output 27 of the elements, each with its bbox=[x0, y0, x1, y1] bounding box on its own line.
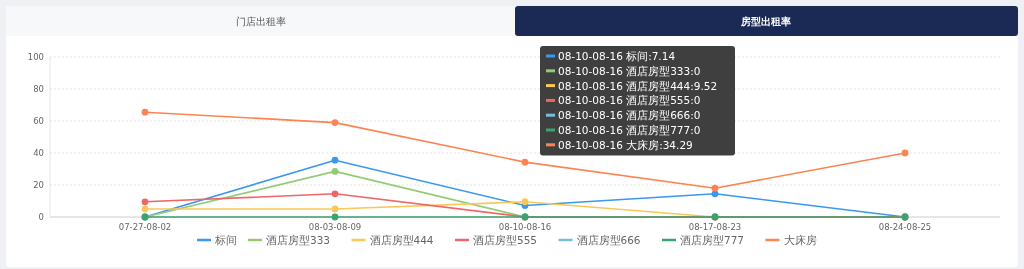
text: 房型出租率 bbox=[740, 16, 791, 27]
annotation: 08-10-08-16 大床房:34.29 bbox=[558, 138, 693, 151]
legend-label: 酒店房型333 bbox=[266, 234, 331, 246]
y-tick-label: 100 bbox=[27, 52, 44, 62]
annotation: 08-10-08-16 酒店房型333:0 bbox=[558, 64, 701, 77]
annotation: 08-10-08-16 酒店房型444:9.52 bbox=[558, 79, 718, 92]
annotation: 08-10-08-16 酒店房型555:0 bbox=[558, 94, 701, 107]
legend-label: 酒店房型777 bbox=[680, 234, 745, 246]
y-tick-label: 80 bbox=[33, 84, 44, 94]
legend-label: 大床房 bbox=[783, 234, 817, 246]
x-tick-label: 08-17-08-23 bbox=[688, 222, 742, 232]
legend-label: 酒店房型555 bbox=[473, 234, 538, 246]
y-tick-label: 20 bbox=[33, 180, 44, 190]
y-tick-label: 0 bbox=[38, 212, 44, 222]
y-tick-label: 40 bbox=[33, 148, 44, 158]
annotation: 08-10-08-16 酒店房型777:0 bbox=[558, 124, 701, 136]
x-tick-label: 08-03-08-09 bbox=[308, 222, 362, 232]
y-tick-label: 60 bbox=[33, 116, 44, 126]
legend-label: 标间 bbox=[214, 234, 237, 246]
annotation: 08-10-08-16 标间:7.14 bbox=[558, 50, 676, 62]
x-tick-label: 07-27-08-02 bbox=[118, 222, 172, 232]
x-tick-label: 08-24-08-25 bbox=[878, 222, 932, 232]
text: 门店出租率 bbox=[236, 16, 286, 27]
x-tick-label: 08-10-08-16 bbox=[498, 222, 552, 232]
annotation: 08-10-08-16 酒店房型666:0 bbox=[558, 109, 701, 122]
legend-label: 酒店房型666 bbox=[576, 234, 641, 246]
legend-label: 酒店房型444 bbox=[369, 234, 434, 246]
